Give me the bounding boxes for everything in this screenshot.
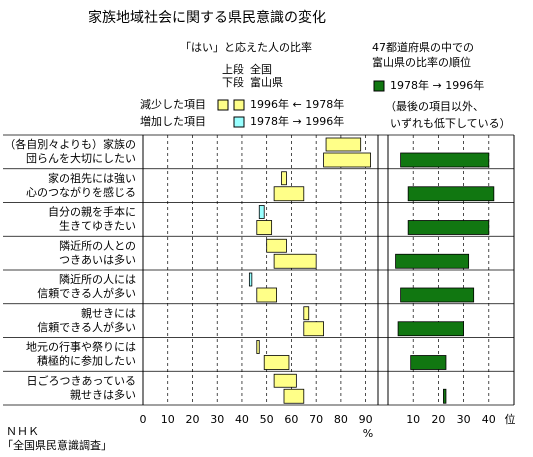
category-label: 心のつながりを感じる xyxy=(26,185,136,199)
category-label: （各自別々よりも）家族の xyxy=(4,137,136,151)
row-position: 下段 xyxy=(222,75,244,89)
source: ＮＨＫ xyxy=(6,425,39,438)
row-position: 上段 xyxy=(222,62,244,76)
category-label: 自分の親を手本に xyxy=(48,205,136,219)
x-tick-label: 60 xyxy=(284,413,298,426)
category-label: 積極的に参加したい xyxy=(37,354,136,368)
rank-bar xyxy=(443,388,447,404)
x-tick-label: 50 xyxy=(260,413,274,426)
legend-swatch xyxy=(233,99,245,111)
legend-label: 減少した項目 xyxy=(140,97,206,111)
ratio-bar xyxy=(325,137,362,152)
category-label: 生きてゆきたい xyxy=(59,219,136,233)
ratio-bar xyxy=(323,152,371,168)
ratio-bar xyxy=(256,340,260,354)
x-tick-label: 40 xyxy=(482,413,496,426)
axis-unit: 位 xyxy=(505,412,516,426)
axis-unit: % xyxy=(363,427,373,440)
x-tick-label: 0 xyxy=(140,413,147,426)
ratio-bar xyxy=(256,287,277,303)
x-tick-label: 80 xyxy=(334,413,348,426)
category-label: 信頼できる人が多い xyxy=(37,286,136,300)
right-note: （最後の項目以外、 xyxy=(385,99,484,113)
x-tick-label: 10 xyxy=(406,413,420,426)
row-name: 富山県 xyxy=(250,75,283,89)
rank-bar xyxy=(397,321,464,337)
legend-years: 1996年 ← 1978年 xyxy=(250,97,344,111)
category-label: 家の祖先には強い xyxy=(48,171,136,185)
source: 「全国県民意識調査」 xyxy=(2,438,112,452)
x-tick-label: 90 xyxy=(359,413,373,426)
ratio-bar xyxy=(281,171,287,186)
rank-bar xyxy=(400,287,475,303)
ratio-bar xyxy=(263,355,290,370)
x-tick-label: 20 xyxy=(431,413,445,426)
legend-swatch xyxy=(233,116,245,128)
ratio-bar xyxy=(273,186,305,202)
legend-label: 増加した項目 xyxy=(140,115,206,128)
row-name: 全国 xyxy=(250,62,272,76)
legend-swatch xyxy=(373,80,385,92)
category-label: 団らんを大切にしたい xyxy=(26,151,136,165)
category-label: 隣近所の人との xyxy=(59,238,136,252)
right-header: 富山県の比率の順位 xyxy=(372,55,471,69)
left-header: 「はい」と応えた人の比率 xyxy=(180,40,312,54)
rank-bar xyxy=(400,152,490,168)
ratio-bar xyxy=(303,306,310,321)
x-tick-label: 30 xyxy=(210,413,224,426)
ratio-bar xyxy=(273,253,317,269)
x-tick-label: 10 xyxy=(161,413,175,426)
rank-bar xyxy=(407,186,495,202)
x-tick-label: 30 xyxy=(457,413,471,426)
category-label: 親せきは多い xyxy=(70,387,136,401)
ratio-bar xyxy=(273,373,297,388)
x-tick-label: 20 xyxy=(185,413,199,426)
x-tick-label: 40 xyxy=(235,413,249,426)
ratio-bar xyxy=(266,238,287,253)
right-note: いずれも低下している） xyxy=(390,117,511,130)
legend-years: 1978年 → 1996年 xyxy=(250,114,344,128)
right-header: 47都道府県の中での xyxy=(372,40,474,54)
category-label: 親せきには xyxy=(81,307,136,320)
ratio-bar xyxy=(256,220,273,235)
category-label: 隣近所の人には xyxy=(59,272,136,286)
category-label: つきあいは多い xyxy=(59,252,136,266)
category-label: 信頼できる人が多い xyxy=(37,320,136,334)
category-label: 日ごろつきあっている xyxy=(27,373,136,387)
legend-swatch xyxy=(217,99,229,111)
ratio-bar xyxy=(248,272,253,287)
rank-bar xyxy=(407,220,490,235)
ratio-bar xyxy=(258,205,265,219)
right-legend-label: 1978年 → 1996年 xyxy=(390,78,484,92)
rank-bar xyxy=(395,253,470,269)
chart-title: 家族地域社会に関する県民意識の変化 xyxy=(88,9,326,26)
x-tick-label: 70 xyxy=(309,413,323,426)
ratio-bar xyxy=(283,388,305,404)
rank-bar xyxy=(410,355,447,370)
ratio-bar xyxy=(303,321,324,337)
category-label: 地元の行事や祭りには xyxy=(26,341,136,354)
